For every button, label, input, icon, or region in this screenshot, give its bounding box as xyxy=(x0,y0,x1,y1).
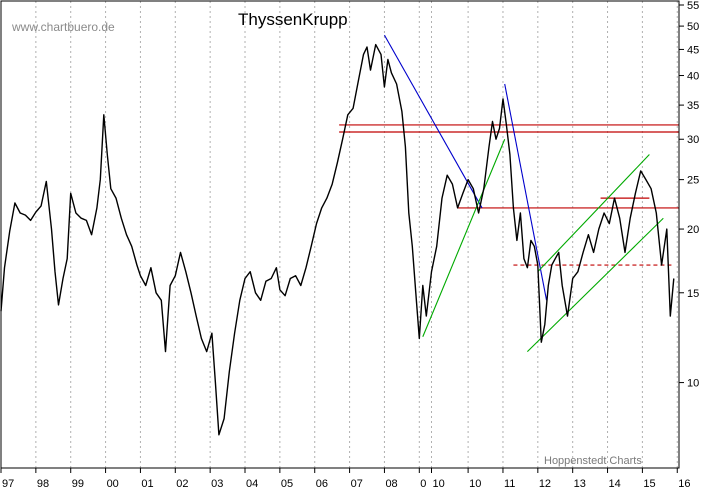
x-tick-label: 16 xyxy=(678,478,690,490)
x-tick-label: 98 xyxy=(37,478,49,490)
x-tick-label: 11 xyxy=(504,478,515,490)
y-tick-label: 50 xyxy=(687,21,699,33)
x-tick-label: 08 xyxy=(385,478,397,490)
y-tick-label: 15 xyxy=(687,288,699,300)
trend-line xyxy=(504,83,548,301)
x-tick-label: 15 xyxy=(643,478,655,490)
y-tick-label: 20 xyxy=(687,224,699,236)
chart-title: ThyssenKrupp xyxy=(238,10,348,29)
x-tick-label: 97 xyxy=(2,478,14,490)
x-tick-label: 12 xyxy=(539,478,551,490)
y-tick-label: 30 xyxy=(687,134,699,146)
plot-frame xyxy=(0,0,680,469)
x-tick-label: 00 xyxy=(107,478,119,490)
x-tick-label: 10 xyxy=(433,478,445,490)
y-tick-label: 10 xyxy=(687,378,699,390)
y-axis-ticks: 10 15 20 25 30 35 40 45 50 55 xyxy=(679,0,699,390)
credit-text: Hoppenstedt Charts xyxy=(544,455,642,467)
x-tick-label: 13 xyxy=(574,478,586,490)
x-tick-label: 99 xyxy=(72,478,84,490)
x-tick-label: 05 xyxy=(281,478,293,490)
trend-line xyxy=(422,139,506,337)
y-tick-label: 40 xyxy=(687,71,699,83)
x-tick-label: 06 xyxy=(316,478,328,490)
price-series xyxy=(0,43,675,436)
x-tick-label: 0 xyxy=(420,478,426,490)
trend-lines xyxy=(383,34,664,353)
x-axis-ticks: 97 98 99 00 01 02 03 04 05 06 07 08 0 10 10 11 12 13 14 15 1… xyxy=(0,468,691,490)
y-tick-label: 55 xyxy=(687,0,699,12)
x-tick-label: 14 xyxy=(609,478,621,490)
y-tick-label: 35 xyxy=(687,100,699,112)
watermark-text: www.chartbuero.de xyxy=(11,20,115,34)
y-tick-label: 25 xyxy=(687,175,699,187)
trend-line xyxy=(526,217,664,353)
trend-line xyxy=(537,154,650,273)
price-line xyxy=(0,43,675,436)
x-tick-label: 03 xyxy=(211,478,223,490)
trend-line xyxy=(383,34,483,209)
resistance-lines xyxy=(339,124,679,266)
x-tick-label: 01 xyxy=(141,478,153,490)
x-tick-label: 10 xyxy=(469,478,481,490)
x-tick-label: 02 xyxy=(176,478,188,490)
y-tick-label: 45 xyxy=(687,44,699,56)
x-tick-label: 04 xyxy=(246,478,258,490)
x-tick-label: 07 xyxy=(351,478,363,490)
